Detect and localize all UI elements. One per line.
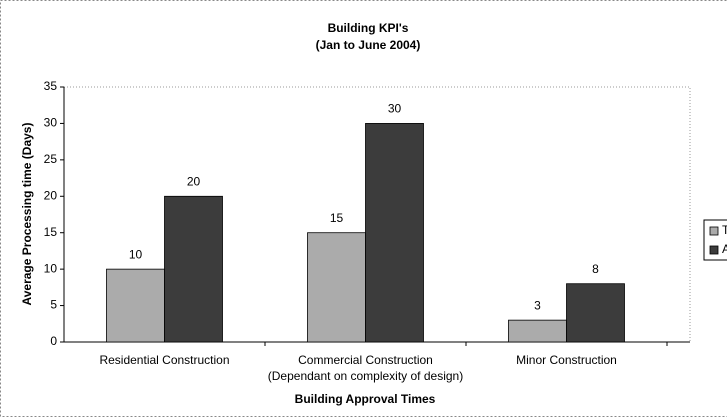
bar <box>106 268 165 343</box>
bar <box>164 195 223 343</box>
data-label: 10 <box>129 247 143 261</box>
y-tick-label: 15 <box>44 225 58 239</box>
bar <box>566 283 625 343</box>
legend-label: Target <box>722 223 727 237</box>
x-axis-label: Building Approval Times <box>295 392 436 406</box>
y-tick-label: 35 <box>44 79 58 93</box>
chart-title: Building KPI's <box>328 21 409 35</box>
bar <box>508 319 567 343</box>
legend-label: Actual <box>722 242 727 256</box>
y-tick-label: 20 <box>44 188 58 202</box>
data-label: 20 <box>187 174 201 188</box>
bar <box>365 123 424 343</box>
y-tick-label: 30 <box>44 116 58 130</box>
data-label: 8 <box>592 262 599 276</box>
data-label: 15 <box>330 211 344 225</box>
y-tick-label: 25 <box>44 152 58 166</box>
legend-swatch <box>709 226 719 236</box>
y-tick-label: 10 <box>44 261 58 275</box>
y-tick-label: 5 <box>50 298 57 312</box>
data-label: 3 <box>534 298 541 312</box>
data-label: 30 <box>388 102 402 116</box>
x-tick-label: Commercial Construction (Dependant on co… <box>267 353 464 383</box>
x-tick-label: Residential Construction <box>99 353 230 367</box>
chart-subtitle: (Jan to June 2004) <box>316 38 421 52</box>
bar <box>307 232 366 343</box>
y-tick-label: 0 <box>50 334 57 348</box>
x-tick-label: Minor Construction <box>516 353 617 367</box>
legend-swatch <box>709 245 719 255</box>
y-axis-label: Average Processing time (Days) <box>20 123 34 306</box>
